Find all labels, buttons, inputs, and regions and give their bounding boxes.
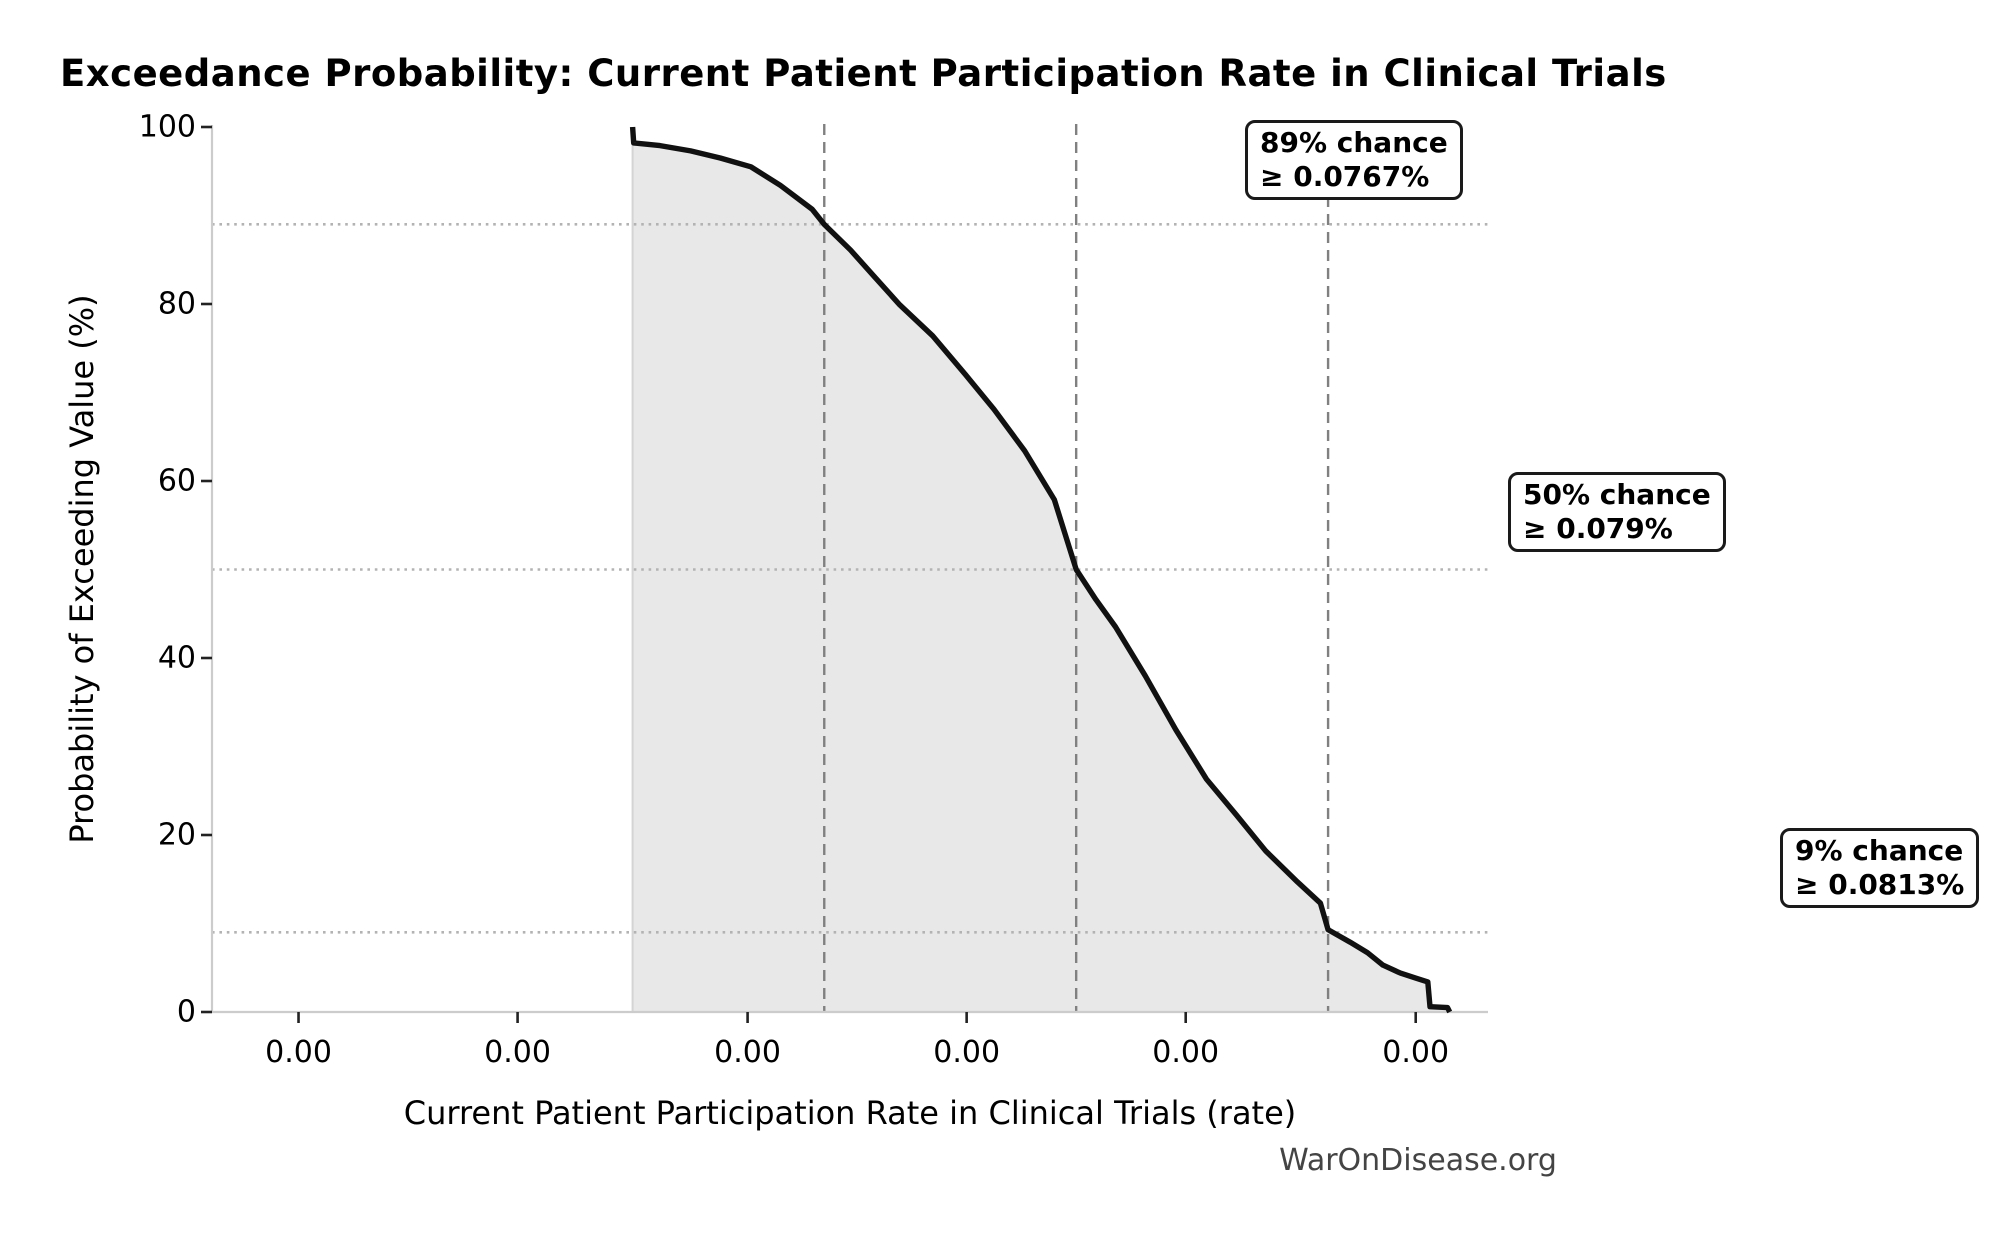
annotation-50pct-line1: 50% chance: [1523, 478, 1711, 511]
x-tick-label: 0.00: [933, 1035, 1001, 1070]
annotation-50pct: 50% chance ≥ 0.079%: [1508, 472, 1726, 552]
y-tick-label: 20: [157, 817, 196, 853]
x-tick-label: 0.00: [1152, 1035, 1220, 1070]
chart-title: Exceedance Probability: Current Patient …: [60, 52, 1667, 95]
x-tick-label: 0.00: [714, 1035, 781, 1070]
x-tick-label: 0.00: [1382, 1035, 1450, 1070]
exceedance-curve-line: [629, 126, 1453, 1014]
watermark-text: WarOnDisease.org: [1279, 1143, 1557, 1178]
y-tick-label: 80: [157, 286, 196, 322]
x-axis-label: Current Patient Participation Rate in Cl…: [403, 1094, 1297, 1132]
annotation-9pct: 9% chance ≥ 0.0813%: [1780, 828, 1980, 908]
x-tick-label: 0.00: [484, 1035, 551, 1070]
y-tick-label: 100: [138, 109, 196, 145]
annotation-50pct-line2: ≥ 0.079%: [1523, 512, 1673, 545]
y-tick-label: 0: [176, 994, 196, 1030]
annotation-9pct-line1: 9% chance: [1795, 834, 1964, 867]
annotation-89pct-line1: 89% chance: [1260, 126, 1448, 159]
x-tick-label: 0.00: [265, 1035, 332, 1070]
annotation-89pct: 89% chance ≥ 0.0767%: [1245, 120, 1463, 200]
y-tick-label: 60: [157, 463, 196, 499]
annotation-9pct-line2: ≥ 0.0813%: [1795, 868, 1965, 901]
annotation-89pct-line2: ≥ 0.0767%: [1260, 160, 1430, 193]
y-tick-label: 40: [157, 640, 196, 676]
